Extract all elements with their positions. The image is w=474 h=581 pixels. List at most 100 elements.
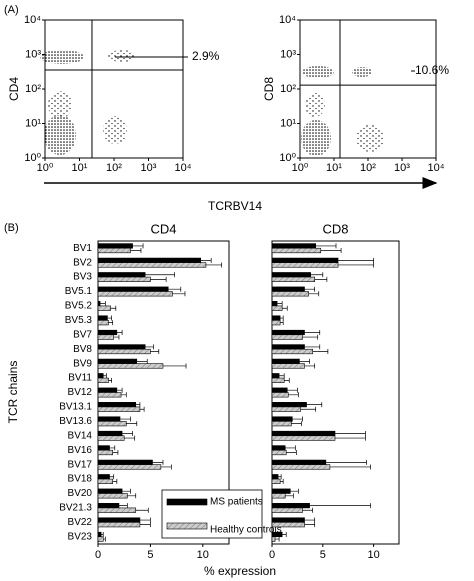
- bar: [271, 315, 281, 321]
- y-tick-label: 10¹: [25, 117, 41, 129]
- bar: [271, 387, 288, 393]
- error-bar: [109, 445, 116, 451]
- error-bar: [284, 377, 290, 383]
- bar: [271, 430, 336, 437]
- bar: [271, 348, 313, 355]
- error-bar: [172, 291, 186, 297]
- y-tick-label: BV14: [68, 430, 93, 441]
- y-tick-label: BV17: [68, 459, 93, 470]
- bar: [271, 507, 303, 513]
- y-tick-label: BV5.2: [65, 301, 93, 312]
- bar: [97, 243, 133, 249]
- y-tick-label: BV12: [68, 387, 93, 398]
- bar: [97, 402, 137, 408]
- y-tick-label: 10²: [280, 83, 296, 95]
- bar: [271, 459, 327, 465]
- error-bar: [107, 315, 112, 321]
- error-bar: [200, 257, 212, 263]
- bar: [97, 344, 146, 350]
- x-tick-label: 0: [269, 549, 275, 561]
- bar: [271, 531, 283, 538]
- error-bar: [325, 459, 367, 465]
- panel-label: (B): [4, 222, 19, 234]
- bar: [97, 536, 104, 542]
- error-bar: [308, 291, 320, 297]
- error-bar: [150, 349, 160, 355]
- error-bar: [118, 503, 128, 509]
- error-bar: [160, 464, 172, 470]
- facet-title: CD4: [150, 221, 176, 236]
- x-axis-label: TCRBV14: [208, 199, 262, 213]
- bar: [97, 507, 137, 513]
- error-bar: [110, 305, 117, 311]
- cell-cloud: [352, 67, 372, 77]
- error-bar: [135, 507, 149, 513]
- error-bar: [312, 349, 329, 355]
- legend-frame: [161, 489, 263, 539]
- cell-cloud: [356, 124, 384, 152]
- error-bar: [108, 320, 114, 326]
- bar: [271, 478, 281, 484]
- error-bar: [285, 445, 296, 451]
- bar: [97, 262, 207, 268]
- y-tick-label: BV3: [73, 272, 92, 283]
- bar: [97, 247, 131, 254]
- error-bar: [121, 392, 127, 398]
- error-bar: [139, 517, 151, 523]
- x-tick-label: 0: [95, 549, 101, 561]
- bar: [271, 247, 322, 254]
- error-bar: [126, 421, 138, 427]
- error-bar: [282, 305, 288, 311]
- bar: [271, 536, 276, 542]
- cell-cloud: [48, 91, 72, 119]
- y-tick-label: 10³: [25, 48, 41, 60]
- y-tick-label: BV1: [73, 243, 92, 254]
- bar: [97, 320, 109, 326]
- error-bar: [108, 377, 112, 383]
- bar: [97, 329, 118, 336]
- error-bar: [112, 450, 119, 456]
- bar: [271, 276, 315, 282]
- bar: [271, 377, 285, 383]
- bar: [97, 488, 123, 494]
- error-bar: [275, 536, 280, 542]
- error-bar: [120, 416, 131, 422]
- cell-cloud: [302, 66, 334, 78]
- bar: [97, 377, 109, 383]
- error-bar: [300, 406, 317, 412]
- x-tick-label: 10: [197, 549, 209, 561]
- bar: [97, 517, 141, 523]
- annotation: 10.6%: [415, 63, 449, 77]
- y-tick-label: 10²: [25, 83, 41, 95]
- bar: [97, 522, 141, 528]
- cell-cloud: [40, 50, 84, 64]
- bar: [97, 373, 104, 379]
- y-tick-label: BV13.6: [59, 416, 92, 427]
- x-tick-label: 5: [320, 549, 326, 561]
- error-bar: [116, 387, 123, 393]
- x-tick-label: 10¹: [72, 162, 88, 174]
- error-bar: [302, 334, 319, 340]
- bar: [97, 276, 151, 282]
- bar: [271, 449, 287, 456]
- error-bar: [145, 272, 175, 278]
- error-bar: [130, 248, 142, 254]
- error-bar: [127, 493, 137, 499]
- x-axis-label: % expression: [204, 564, 276, 578]
- bar: [97, 291, 173, 297]
- bar: [271, 402, 307, 408]
- cell-cloud: [305, 93, 325, 117]
- error-bar: [288, 392, 299, 398]
- bar: [97, 358, 138, 364]
- bar: [97, 257, 202, 263]
- error-bar: [136, 358, 148, 364]
- error-bar: [334, 430, 366, 436]
- bar: [97, 416, 121, 422]
- error-bar: [103, 373, 107, 379]
- bar: [271, 329, 305, 336]
- error-bar: [150, 276, 167, 282]
- bar: [271, 363, 305, 369]
- bar: [97, 493, 128, 499]
- bar: [97, 387, 118, 393]
